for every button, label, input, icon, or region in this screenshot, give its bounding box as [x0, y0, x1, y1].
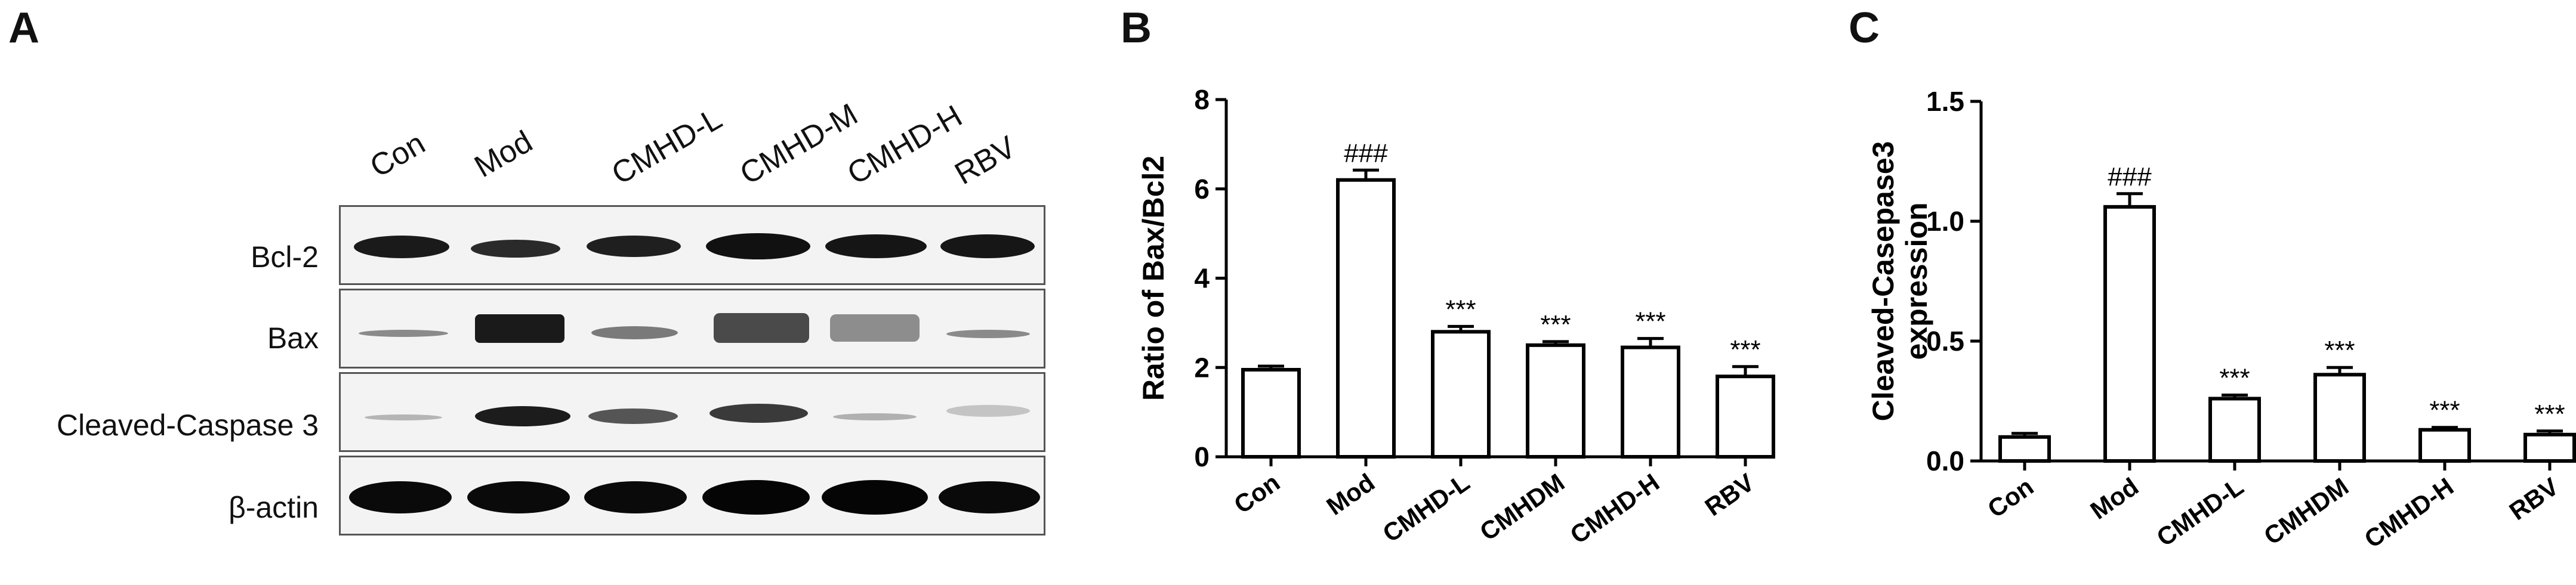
- blot-band: [359, 330, 448, 337]
- bar: [1241, 367, 1301, 459]
- x-tick-label: Con: [1229, 468, 1285, 519]
- blot-band: [822, 480, 928, 515]
- bar: [1336, 178, 1396, 459]
- blot-band: [825, 234, 927, 258]
- panel-label-b: B: [1121, 4, 1152, 52]
- bar-chart-cleaved-caspase3: 0.0 0.5 1.0 1.5 Cleaved-Casepase3 expression C…: [1867, 86, 2576, 553]
- bar: [2208, 397, 2261, 463]
- y-tick-label: 1.5: [1926, 86, 1964, 117]
- significance-label: ***: [1445, 295, 1476, 324]
- blot-band: [584, 481, 687, 513]
- significance-label: ***: [1540, 310, 1571, 339]
- bar: [1621, 345, 1680, 459]
- blot-strip-beta-actin: [339, 456, 1045, 536]
- blot-band: [946, 405, 1030, 417]
- bar: [1716, 374, 1775, 459]
- bar: [2523, 432, 2576, 463]
- significance-label: ***: [2534, 400, 2565, 429]
- blot-band: [354, 236, 449, 258]
- row-label-bax: Bax: [267, 321, 319, 355]
- y-tick-label: 1.0: [1926, 206, 1964, 237]
- blot-band: [939, 481, 1040, 513]
- y-axis-label: Cleaved-Casepase3: [1867, 141, 1900, 422]
- row-label-cleaved-caspase3: Cleaved-Caspase 3: [56, 408, 319, 442]
- x-tick-label: RBV: [1700, 468, 1760, 521]
- blot-band: [830, 314, 920, 342]
- blot-strip-bax: [339, 289, 1045, 369]
- blot-band: [706, 233, 810, 259]
- x-tick-label: Mod: [2086, 472, 2144, 525]
- lane-label: Mod: [468, 124, 539, 185]
- lane-label: RBV: [949, 129, 1022, 192]
- significance-label: ***: [1730, 335, 1760, 364]
- x-tick-label: CMHD-H: [1565, 468, 1664, 549]
- blot-band: [587, 236, 681, 257]
- significance-label: ***: [2324, 336, 2355, 365]
- significance-label: ***: [2219, 363, 2250, 392]
- blot-band: [365, 414, 442, 420]
- blot-band: [714, 313, 809, 343]
- blot-band: [833, 413, 917, 420]
- blot-band: [588, 408, 678, 424]
- row-label-bcl2: Bcl-2: [251, 240, 319, 274]
- bar: [2418, 428, 2471, 463]
- blot-band: [702, 480, 810, 515]
- panel-label-c: C: [1849, 4, 1880, 52]
- row-label-beta-actin: β-actin: [228, 491, 319, 524]
- blot-band: [946, 330, 1030, 338]
- bar: [2313, 373, 2366, 463]
- y-tick-label: 2: [1194, 352, 1210, 383]
- blot-strip-cleaved-caspase3: [339, 372, 1045, 452]
- y-tick-label: 0: [1194, 441, 1210, 472]
- blot-band: [471, 240, 560, 258]
- significance-label: ***: [2429, 396, 2460, 425]
- x-tick-label: Mod: [1322, 468, 1380, 521]
- bar: [1431, 330, 1491, 459]
- y-tick-label: 6: [1194, 174, 1210, 205]
- y-tick-label: 0.5: [1926, 326, 1964, 357]
- blot-band: [349, 481, 452, 513]
- x-tick-label: Con: [1982, 472, 2038, 523]
- x-tick-label: CMHDM: [1474, 468, 1569, 546]
- y-axis-label: Ratio of Bax/Bcl2: [1137, 156, 1170, 401]
- significance-label: ***: [1635, 307, 1665, 336]
- significance-label: ###: [2108, 162, 2152, 191]
- y-axis-label: expression: [1900, 202, 1933, 360]
- y-tick-label: 8: [1194, 84, 1210, 115]
- bar: [2103, 205, 2156, 463]
- blot-band: [475, 406, 570, 426]
- lane-label: CMHD-H: [841, 98, 968, 192]
- lane-label: CMHD-M: [734, 97, 864, 192]
- x-tick-label: CMHD-H: [2359, 472, 2458, 553]
- x-tick-label: RBV: [2504, 472, 2564, 525]
- panel-label-a: A: [8, 4, 39, 52]
- blot-band: [940, 234, 1035, 258]
- significance-label: ###: [1344, 138, 1388, 168]
- y-tick-label: 0.0: [1926, 445, 1964, 476]
- x-tick-label: CMHDM: [2259, 472, 2353, 550]
- bar: [1998, 435, 2051, 463]
- lane-label: CMHD-L: [606, 101, 728, 192]
- x-tick-label: CMHD-L: [1378, 468, 1475, 547]
- lane-label: Con: [364, 126, 431, 185]
- blot-band: [591, 326, 678, 339]
- x-tick-label: CMHD-L: [2152, 472, 2249, 552]
- blot-band: [475, 314, 564, 343]
- blot-band: [709, 404, 808, 423]
- y-tick-label: 4: [1194, 263, 1210, 294]
- bar-chart-bax-bcl2: 0 2 4 6 8 Ratio of Bax/Bcl2 Con ### Mod *** CMHD-L…: [1137, 84, 1775, 549]
- blot-band: [467, 481, 570, 513]
- bar: [1526, 343, 1585, 459]
- blot-strip-bcl2: [339, 205, 1045, 285]
